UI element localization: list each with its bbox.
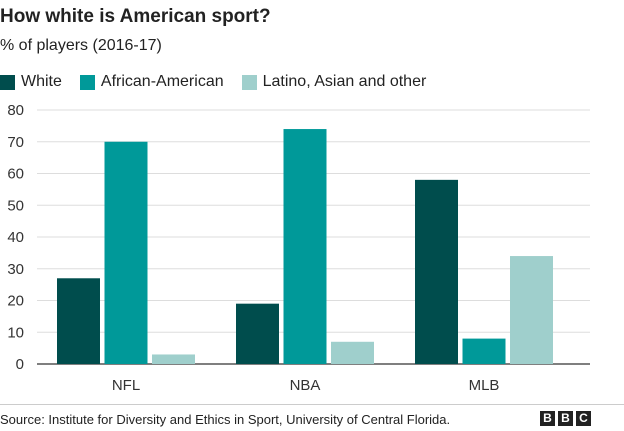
footer-divider <box>0 404 624 405</box>
y-tick-label: 50 <box>7 197 24 214</box>
logo-letter: B <box>540 411 555 426</box>
bar-mlb-white <box>415 179 458 364</box>
bars <box>57 129 553 364</box>
source-note: Source: Institute for Diversity and Ethi… <box>0 412 451 427</box>
x-axis-ticks: NFL NBA MLB <box>112 377 500 394</box>
bar-nba-white <box>236 303 279 364</box>
legend-item-white: White <box>0 73 62 91</box>
x-tick-label: NBA <box>290 377 321 394</box>
bar-nba-latino-asian-and-other <box>331 341 374 364</box>
y-tick-label: 60 <box>7 166 24 183</box>
chart-title: How white is American sport? <box>0 6 271 27</box>
y-tick-label: 80 <box>7 102 24 119</box>
bar-nfl-white <box>57 278 100 364</box>
bar-nfl-african-american <box>104 141 148 364</box>
y-tick-label: 70 <box>7 134 24 151</box>
y-tick-label: 30 <box>7 261 24 278</box>
y-tick-label: 20 <box>7 293 24 310</box>
bar-mlb-african-american <box>462 338 506 364</box>
logo-letter: B <box>558 411 573 426</box>
x-tick-label: MLB <box>469 377 500 394</box>
logo-letter: C <box>576 411 591 426</box>
y-tick-label: 10 <box>7 324 24 341</box>
bar-mlb-latino-asian-and-other <box>510 256 553 364</box>
bbc-logo: B B C <box>537 411 591 426</box>
legend-item-african-american: African-American <box>79 73 224 91</box>
legend-swatch-other <box>241 74 257 90</box>
bar-chart: 0 10 20 30 40 50 60 70 80 NFL NBA MLB <box>7 102 590 394</box>
legend-label-african-american: African-American <box>100 73 224 90</box>
legend: White African-American Latino, Asian and… <box>0 73 444 91</box>
y-tick-label: 0 <box>16 356 24 373</box>
x-tick-label: NFL <box>112 377 140 394</box>
legend-label-white: White <box>21 73 62 90</box>
legend-swatch-white <box>0 74 15 90</box>
y-tick-label: 40 <box>7 229 24 246</box>
bar-nfl-latino-asian-and-other <box>152 354 195 364</box>
bar-nba-african-american <box>283 129 327 364</box>
legend-item-other: Latino, Asian and other <box>241 73 427 91</box>
y-axis-ticks: 0 10 20 30 40 50 60 70 80 <box>7 102 24 373</box>
legend-label-other: Latino, Asian and other <box>262 73 427 90</box>
chart-subtitle: % of players (2016-17) <box>0 37 162 54</box>
legend-swatch-african-american <box>79 74 95 90</box>
